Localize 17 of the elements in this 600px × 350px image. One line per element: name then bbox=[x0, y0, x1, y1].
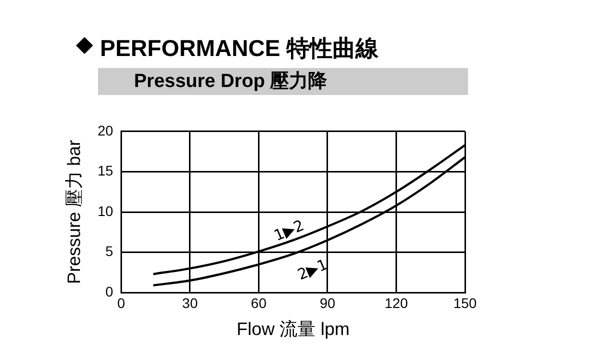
x-tick-label: 0 bbox=[117, 294, 126, 311]
y-tick-label: 5 bbox=[105, 243, 114, 260]
x-tick-label: 60 bbox=[250, 294, 267, 311]
y-tick-label: 10 bbox=[98, 202, 114, 219]
y-axis-title: Pressure 壓力 bar bbox=[64, 140, 84, 284]
x-tick-label: 150 bbox=[453, 294, 477, 311]
chart-subtitle: Pressure Drop 壓力降 bbox=[98, 68, 468, 95]
y-tick-label: 15 bbox=[98, 162, 114, 179]
annotation: 1▶2 bbox=[271, 216, 307, 245]
x-tick-label: 90 bbox=[320, 294, 336, 311]
annotation: 2▶1 bbox=[294, 255, 330, 284]
chart-title: PERFORMANCE 特性曲線 bbox=[100, 34, 379, 63]
y-tick-label: 0 bbox=[105, 283, 114, 300]
y-tick-label: 20 bbox=[98, 122, 114, 138]
x-tick-label: 120 bbox=[384, 294, 408, 311]
x-axis-title: Flow 流量 lpm bbox=[236, 319, 350, 340]
x-tick-label: 30 bbox=[182, 294, 198, 311]
